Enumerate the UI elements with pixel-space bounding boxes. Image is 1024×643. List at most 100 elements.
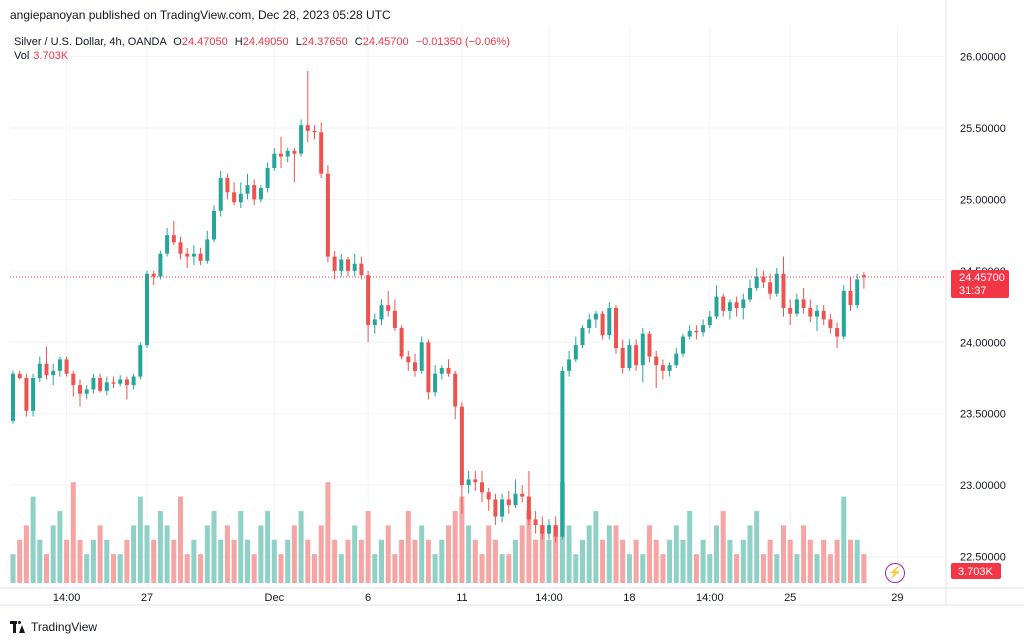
volume-bar	[580, 539, 585, 583]
volume-bar	[412, 539, 418, 583]
header-bar: angiepanoyan published on TradingView.co…	[0, 0, 1024, 28]
candle-body	[332, 256, 337, 271]
candle-body	[406, 356, 411, 363]
candle-body	[185, 253, 190, 257]
volume-bar	[184, 554, 190, 583]
candle-body	[493, 499, 498, 517]
candle-body	[748, 288, 752, 300]
volume-bar	[539, 525, 545, 583]
x-tick-label: 14:00	[535, 592, 563, 604]
volume-bar	[365, 511, 371, 583]
candle-body	[533, 519, 538, 526]
volume-bar	[204, 525, 210, 583]
candle-body	[232, 192, 237, 203]
change-value: −0.01350 (−0.06%)	[415, 36, 510, 48]
volume-bar	[111, 554, 116, 583]
candle-body	[520, 493, 525, 497]
x-tick-label: 11	[456, 592, 467, 604]
candle-body	[801, 299, 806, 308]
candle-body	[754, 276, 759, 288]
volume-bar	[519, 525, 525, 583]
candle-body	[165, 235, 170, 254]
volume-bar	[606, 525, 612, 583]
volume-bar	[801, 525, 807, 583]
candle-body	[513, 493, 518, 506]
candle-body	[265, 168, 270, 188]
volume-bar	[848, 539, 853, 583]
volume-bar	[667, 539, 673, 583]
volume-bar	[794, 554, 800, 583]
volume-bar	[432, 554, 438, 583]
candle-body	[299, 125, 304, 154]
volume-bar	[479, 554, 485, 583]
y-tick-label: 23.00000	[960, 480, 1006, 492]
volume-bar	[178, 496, 183, 583]
candle-body	[212, 210, 216, 240]
publisher-text: angiepanoyan published on TradingView.co…	[10, 8, 391, 22]
x-tick-label: 27	[141, 592, 153, 604]
candle-body	[861, 275, 866, 277]
candle-body	[124, 379, 129, 386]
volume-bar	[97, 525, 103, 583]
volume-bar	[211, 511, 217, 583]
volume-bar	[332, 539, 338, 583]
volume-bar	[70, 482, 76, 583]
volume-bar	[10, 554, 16, 583]
volume-bar	[841, 496, 847, 583]
volume-bar	[566, 525, 572, 583]
x-tick-label: 18	[623, 592, 635, 604]
candle-body	[835, 328, 840, 337]
volume-bar	[660, 554, 666, 583]
volume-bar	[144, 525, 150, 583]
candle-body	[24, 378, 29, 411]
x-tick-label: 14:00	[696, 592, 724, 604]
ohlc-legend: Silver / U.S. Dollar, 4h, OANDA O24.4705…	[14, 34, 510, 50]
volume-bar	[767, 539, 773, 583]
candle-body	[828, 319, 833, 328]
lightning-icon[interactable]: ⚡	[885, 563, 905, 583]
candle-body	[480, 482, 484, 493]
volume-bar	[492, 539, 498, 583]
candle-body	[399, 328, 404, 357]
candle-body	[37, 363, 42, 378]
volume-bar	[198, 554, 204, 583]
volume-bar	[526, 511, 532, 583]
volume-bar	[358, 539, 364, 583]
candle-body	[285, 150, 290, 157]
volume-bar	[620, 539, 626, 583]
candle-body	[547, 525, 551, 534]
candle-body	[774, 273, 779, 294]
volume-badge	[951, 563, 1001, 579]
y-tick-label: 26.00000	[960, 52, 1006, 64]
volume-bar	[740, 539, 746, 583]
symbol-label: Silver / U.S. Dollar, 4h, OANDA	[14, 36, 167, 48]
volume-bar	[338, 554, 344, 583]
candle-body	[292, 150, 297, 154]
volume-bar	[747, 525, 753, 583]
candle-body	[131, 376, 136, 386]
volume-bar	[385, 525, 391, 583]
volume-bar	[446, 525, 451, 583]
candle-body	[392, 310, 397, 328]
candle-body	[272, 153, 277, 168]
volume-bar	[613, 525, 619, 583]
candle-body	[506, 499, 511, 506]
candle-body	[734, 302, 739, 308]
candle-body	[118, 379, 123, 384]
volume-bar	[499, 554, 505, 583]
candle-body	[171, 235, 176, 243]
last-price-badge	[951, 270, 1009, 298]
candle-body	[252, 185, 257, 200]
candle-body	[768, 282, 773, 294]
candle-body	[560, 370, 565, 537]
volume-bar	[834, 539, 840, 583]
candle-body	[593, 313, 598, 320]
candle-body	[11, 373, 15, 421]
volume-bar	[312, 554, 317, 583]
volume-bar	[318, 525, 324, 583]
candle-body	[553, 525, 558, 537]
volume-bar	[191, 539, 197, 583]
candle-body	[145, 273, 149, 346]
candle-body	[459, 406, 464, 486]
